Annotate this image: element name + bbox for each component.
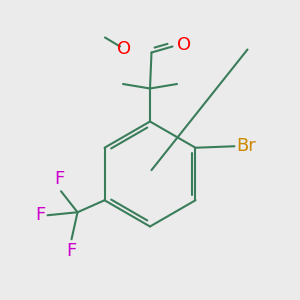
Text: F: F xyxy=(35,206,45,224)
Text: O: O xyxy=(177,36,191,54)
Text: O: O xyxy=(117,40,132,58)
Text: F: F xyxy=(54,169,65,188)
Text: F: F xyxy=(66,242,77,260)
Text: Br: Br xyxy=(236,137,256,155)
